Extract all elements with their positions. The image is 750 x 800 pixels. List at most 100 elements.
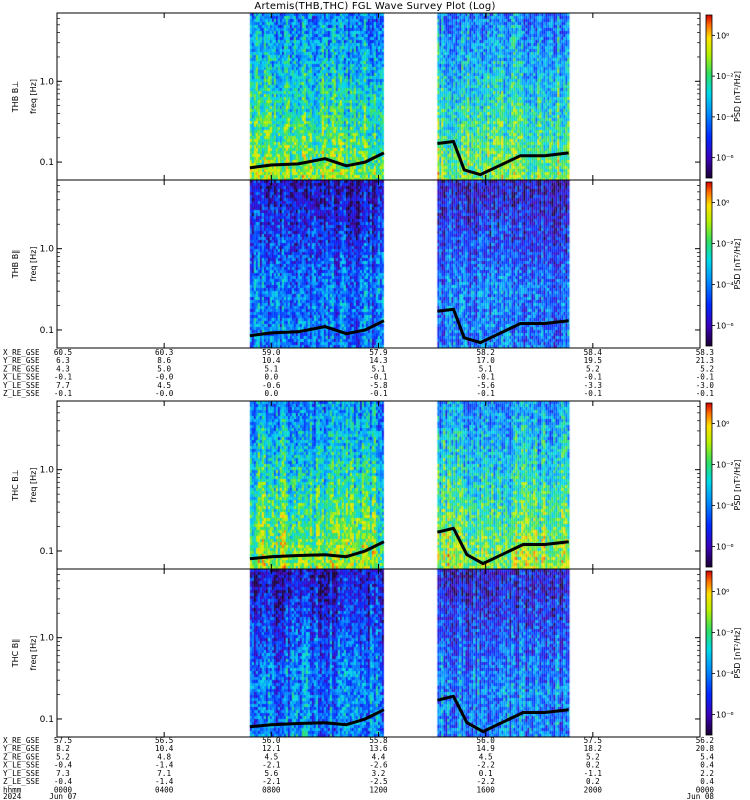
ephemeris-value-thc-4-0: 7.3	[56, 769, 70, 778]
ephemeris-value-thb-5-4: -0.1	[477, 389, 496, 398]
ephemeris-value-thc-2-2: 4.5	[264, 752, 278, 761]
time-tick-label-5: 2000	[584, 786, 603, 795]
ytick-label-thb-bpar-1: 1.0	[40, 245, 55, 255]
ephemeris-value-thc-5-0: -0.4	[54, 777, 73, 786]
ephemeris-value-thb-4-3: -5.8	[369, 381, 388, 390]
fc-trace-thc-bpar-seg1	[437, 694, 569, 734]
ephemeris-value-thb-0-5: 58.4	[584, 348, 603, 357]
ylabel-freq-thb-bperp: freq [Hz]	[29, 79, 38, 114]
ephemeris-value-thc-1-4: 14.9	[477, 744, 496, 753]
ytick-label-thc-bpar-0: 0.1	[40, 715, 54, 725]
ephemeris-value-thb-3-6: -0.1	[696, 373, 715, 382]
colorbar-tick-label-thc-bperp-2: 10⁻⁴	[716, 502, 734, 511]
ephemeris-value-thc-3-5: 0.2	[586, 761, 600, 770]
ephemeris-value-thc-3-4: -2.2	[477, 761, 495, 770]
spectrogram-image-thc-bperp	[57, 401, 700, 569]
ephemeris-value-thc-4-1: 7.1	[157, 769, 171, 778]
chart-title: Artemis(THB,THC) FGL Wave Survey Plot (L…	[254, 1, 496, 12]
ephemeris-value-thb-0-3: 57.9	[369, 348, 388, 357]
ephemeris-value-thc-5-6: 0.4	[700, 777, 714, 786]
ephemeris-layer: X_RE_GSE 60.5 60.3 59.0 57.9 58.2 58.4 58.3 Y_RE…	[3, 348, 714, 800]
ephemeris-value-thc-0-4: 56.0	[477, 736, 496, 745]
fc-trace-thb-bperp-seg1	[437, 140, 569, 177]
ephemeris-value-thc-2-4: 4.5	[479, 752, 493, 761]
ephemeris-value-thc-0-1: 56.5	[155, 736, 173, 745]
time-tick-label-2: 0800	[262, 786, 281, 795]
colorbar-tick-label-thc-bperp-3: 10⁻⁶	[716, 543, 734, 552]
ephemeris-value-thc-2-1: 4.8	[157, 752, 171, 761]
spectrogram-thb-bperp	[57, 13, 700, 180]
ephemeris-value-thb-4-0: 7.7	[56, 381, 70, 390]
ephemeris-value-thc-2-3: 4.4	[372, 752, 386, 761]
ephemeris-value-thc-2-0: 5.2	[56, 752, 70, 761]
ephemeris-value-thc-4-2: 5.6	[264, 769, 278, 778]
colorbar-tick-label-thb-bperp-2: 10⁻⁴	[716, 113, 734, 122]
ephemeris-value-thb-0-6: 58.3	[696, 348, 714, 357]
ytick-label-thc-bperp-1: 1.0	[40, 466, 55, 476]
ylabel-freq-thb-bpar: freq [Hz]	[29, 247, 38, 282]
ephemeris-value-thc-3-1: -1.4	[155, 761, 174, 770]
ytick-label-thb-bperp-0: 0.1	[40, 158, 54, 168]
ytick-label-thc-bperp-0: 0.1	[40, 547, 54, 557]
ephemeris-value-thb-1-1: 8.6	[157, 356, 171, 365]
ylabel-thb-bpar: THB B∥	[11, 250, 20, 279]
ephemeris-value-thb-1-2: 10.4	[262, 356, 281, 365]
ephemeris-value-thc-1-3: 13.6	[369, 744, 388, 753]
colorbar-tick-label-thb-bpar-3: 10⁻⁶	[716, 322, 734, 331]
colorbar-tick-label-thc-bperp-0: 10⁰	[716, 420, 729, 429]
ephemeris-value-thc-0-3: 55.8	[369, 736, 388, 745]
time-tick-label-6: 0000	[696, 786, 715, 795]
ylabel-freq-thc-bperp: freq [Hz]	[29, 468, 38, 503]
fc-trace-thc-bperp-seg1	[437, 526, 569, 566]
ephemeris-value-thc-4-6: 2.2	[700, 769, 714, 778]
colorbar-tick-label-thc-bpar-2: 10⁻⁴	[716, 670, 734, 679]
ephemeris-label-thc-4: Y_LE_SSE	[3, 769, 40, 778]
ephemeris-value-thb-4-4: -5.6	[477, 381, 496, 390]
time-tick-date-6: Jun 08	[687, 792, 715, 800]
ylabel-thc-bperp: THC B⊥	[11, 469, 20, 502]
axes-layer: 10⁰ 10⁻² 10⁻⁴ 10⁻⁶ PSD [nT²/Hz] 0.1 1.0 THB B⊥ f…	[11, 12, 742, 738]
ephemeris-value-thb-5-5: -0.1	[584, 389, 603, 398]
ephemeris-value-thb-5-6: -0.1	[696, 389, 715, 398]
ephemeris-value-thc-3-2: -2.1	[262, 761, 281, 770]
ephemeris-value-thc-5-2: -2.1	[262, 777, 281, 786]
ephemeris-value-thb-3-3: -0.1	[369, 373, 388, 382]
ephemeris-value-thb-1-0: 6.3	[56, 356, 70, 365]
ephemeris-label-thc-5: Z_LE_SSE	[3, 777, 40, 786]
ephemeris-value-thb-3-2: 0.0	[264, 373, 278, 382]
ephemeris-value-thb-1-4: 17.0	[477, 356, 496, 365]
gyrofrequency-trace-layer	[249, 140, 569, 734]
fc-trace-thc-bperp-seg0	[249, 540, 385, 561]
ephemeris-value-thc-1-5: 18.2	[584, 744, 602, 753]
ephemeris-label-thb-3: X_LE_SSE	[3, 373, 40, 382]
spectrogram-thb-bpar	[57, 180, 700, 348]
ephemeris-value-thc-5-3: -2.5	[369, 777, 387, 786]
ephemeris-value-thc-5-4: -2.2	[477, 777, 495, 786]
colorbar-thb-bpar	[705, 181, 713, 347]
ephemeris-value-thb-2-1: 5.0	[157, 364, 171, 373]
colorbar-thb-bperp	[705, 14, 713, 179]
ephemeris-value-thc-1-0: 8.2	[56, 744, 70, 753]
ephemeris-value-thb-1-5: 19.5	[584, 356, 602, 365]
colorbar-tick-label-thb-bpar-2: 10⁻⁴	[716, 281, 734, 290]
ephemeris-value-thb-3-5: -0.1	[584, 373, 603, 382]
time-tick-label-4: 1600	[477, 786, 496, 795]
ephemeris-value-thc-3-3: -2.6	[369, 761, 388, 770]
ephemeris-value-thc-1-1: 10.4	[155, 744, 174, 753]
ephemeris-value-thc-4-3: 3.2	[372, 769, 386, 778]
ephemeris-value-thc-0-0: 57.5	[54, 736, 72, 745]
ytick-label-thc-bpar-1: 1.0	[40, 634, 55, 644]
spectrogram-layer	[57, 13, 700, 737]
time-axis-date-label: 2024	[3, 792, 22, 800]
colorbar-label-thb-bpar: PSD [nT²/Hz]	[733, 239, 742, 290]
colorbar-tick-label-thb-bperp-3: 10⁻⁶	[716, 154, 734, 163]
ephemeris-value-thb-4-1: 4.5	[157, 381, 171, 390]
ephemeris-label-thc-2: Z_RE_GSE	[3, 752, 40, 761]
ephemeris-value-thb-4-5: -3.3	[584, 381, 602, 390]
colorbar-tick-label-thc-bperp-1: 10⁻²	[716, 461, 734, 470]
ephemeris-value-thb-0-0: 60.5	[54, 348, 72, 357]
ephemeris-value-thc-5-1: -1.4	[155, 777, 174, 786]
colorbar-tick-label-thc-bpar-3: 10⁻⁶	[716, 711, 734, 720]
ephemeris-value-thc-0-6: 56.2	[696, 736, 714, 745]
fc-trace-thb-bperp-seg0	[249, 151, 385, 170]
